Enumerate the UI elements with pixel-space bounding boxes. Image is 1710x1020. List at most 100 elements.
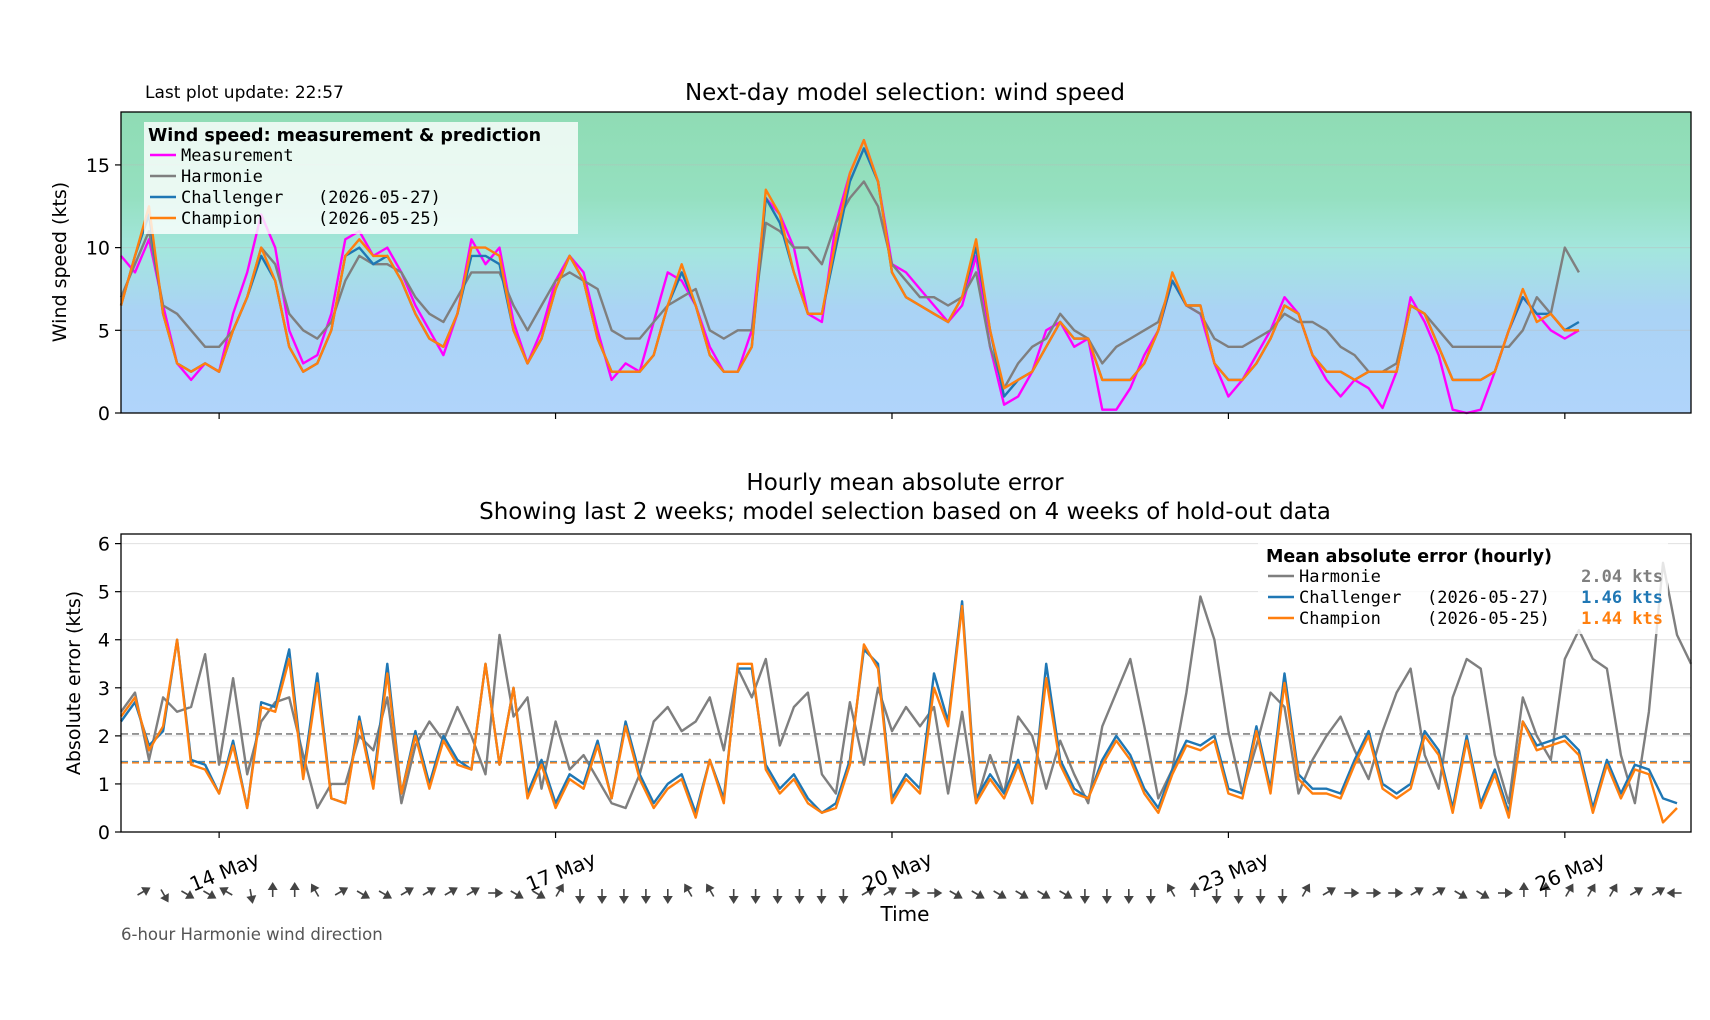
arrow-head-47: [1166, 883, 1176, 893]
error-legend-box: [1258, 542, 1668, 634]
wind-direction-arrow-5: [246, 888, 257, 904]
arrow-head-60: [1458, 890, 1468, 899]
wind-direction-arrow-37: [949, 890, 963, 899]
wind-direction-arrow-70: [1666, 888, 1682, 898]
arrow-head-37: [953, 890, 963, 899]
wind-direction-arrow-63: [1518, 882, 1529, 897]
x-tick-label-2: 20 May: [859, 847, 936, 897]
wind-direction-arrow-27: [728, 889, 739, 904]
arrow-head-28: [750, 896, 761, 904]
arrow-head-63: [1518, 882, 1529, 890]
wind-direction-arrow-39: [993, 890, 1007, 899]
arrow-head-70: [1666, 888, 1675, 898]
y-tick-label-15: 15: [86, 155, 110, 177]
legend-label-champion: Champion: [181, 209, 263, 229]
arrow-head-9: [338, 887, 349, 896]
wind-direction-arrow-54: [1322, 887, 1336, 896]
wind-direction-arrow-0: [137, 887, 151, 896]
arrow-head-22: [618, 896, 629, 904]
arrow-head-26: [705, 883, 715, 893]
arrow-head-49: [1211, 896, 1222, 904]
wind-direction-arrow-8: [310, 883, 320, 897]
arrow-head-51: [1255, 896, 1266, 904]
arrow-head-67: [1608, 883, 1618, 893]
wind-direction-arrow-11: [378, 890, 393, 899]
error-legend-label-harmonie: Harmonie: [1299, 567, 1381, 587]
wind-direction-arrow-17: [510, 890, 524, 899]
arrow-head-30: [794, 896, 805, 904]
arrow-head-43: [1079, 896, 1090, 904]
arrow-head-54: [1326, 887, 1336, 896]
legend-label-harmonie: Harmonie: [181, 167, 263, 187]
series-line-champion: [119, 138, 1579, 390]
series-line-harmonie: [119, 180, 1580, 390]
wind-direction-note: 6-hour Harmonie wind direction: [121, 925, 383, 944]
wind-direction-arrow-2: [181, 890, 195, 899]
arrow-head-14: [448, 887, 458, 896]
error-legend-detail-challenger: (2026-05-27): [1427, 588, 1550, 608]
wind-direction-arrow-31: [816, 889, 827, 904]
arrow-head-13: [426, 887, 436, 896]
arrow-head-18: [536, 890, 546, 899]
last-update-label: Last plot update: 22:57: [145, 83, 344, 103]
arrow-head-33: [865, 887, 875, 896]
error-series-lines: [120, 561, 1693, 824]
arrow-head-58: [1414, 887, 1424, 896]
wind-speed-legend: Wind speed: measurement & prediction Mea…: [144, 122, 578, 234]
error-x-ticks: [218, 832, 1566, 838]
wind-direction-arrow-69: [1651, 887, 1666, 896]
wind-speed-panel: Next-day model selection: wind speed 0 5 1…: [49, 80, 1692, 425]
wind-direction-arrow-49: [1211, 889, 1222, 904]
y-tick-label-5: 5: [98, 582, 110, 604]
arrow-head-68: [1633, 887, 1644, 896]
wind-direction-arrow-6: [267, 882, 278, 897]
arrow-head-64: [1540, 882, 1551, 890]
series-line-champion: [120, 604, 1678, 824]
wind-direction-arrow-60: [1454, 890, 1468, 899]
wind-direction-arrow-62: [1498, 888, 1513, 898]
error-y-axis-label: Absolute error (kts): [63, 591, 85, 775]
arrow-head-62: [1505, 888, 1513, 898]
wind-direction-arrow-15: [466, 887, 480, 896]
arrow-head-16: [495, 888, 504, 898]
arrow-head-8: [310, 883, 320, 893]
arrow-head-29: [772, 896, 783, 904]
error-legend-mae-challenger: 1.46 kts: [1581, 588, 1663, 608]
wind-direction-arrow-7: [289, 882, 300, 897]
arrow-head-65: [1564, 883, 1574, 893]
arrow-head-0: [141, 887, 151, 896]
arrow-head-40: [1019, 890, 1029, 899]
wind-direction-arrow-57: [1388, 888, 1404, 898]
wind-direction-arrow-42: [1059, 890, 1073, 899]
error-chart-subtitle: Showing last 2 weeks; model selection ba…: [479, 499, 1331, 525]
arrow-head-27: [728, 896, 739, 904]
arrow-head-34: [887, 887, 897, 896]
wind-direction-arrow-55: [1344, 888, 1360, 898]
arrow-head-23: [640, 896, 651, 904]
wind-direction-arrow-44: [1101, 889, 1112, 904]
wind-direction-arrow-43: [1079, 889, 1090, 904]
wind-direction-arrow-30: [794, 889, 805, 904]
wind-direction-arrow-9: [334, 887, 349, 896]
arrow-head-50: [1233, 896, 1244, 904]
wind-direction-arrow-59: [1432, 887, 1446, 896]
arrow-head-15: [470, 887, 480, 896]
arrow-head-36: [934, 888, 943, 898]
arrow-head-61: [1480, 890, 1490, 899]
arrow-head-66: [1586, 883, 1596, 893]
arrow-head-35: [912, 888, 921, 898]
y-tick-label-10: 10: [86, 238, 110, 260]
wind-direction-arrow-36: [927, 888, 943, 898]
wind-direction-arrow-13: [422, 887, 436, 896]
wind-direction-arrow-45: [1123, 889, 1134, 904]
wind-direction-arrow-33: [861, 887, 875, 896]
wind-direction-arrow-4: [219, 887, 233, 896]
wind-direction-arrow-3: [203, 890, 217, 899]
arrow-head-2: [184, 890, 195, 899]
legend-label-measurement: Measurement: [181, 146, 294, 166]
error-mean-lines: [121, 733, 1691, 764]
y-tick-label-6: 6: [98, 534, 110, 556]
legend-detail-challenger: (2026-05-27): [318, 188, 441, 208]
wind-direction-arrow-47: [1166, 883, 1176, 897]
